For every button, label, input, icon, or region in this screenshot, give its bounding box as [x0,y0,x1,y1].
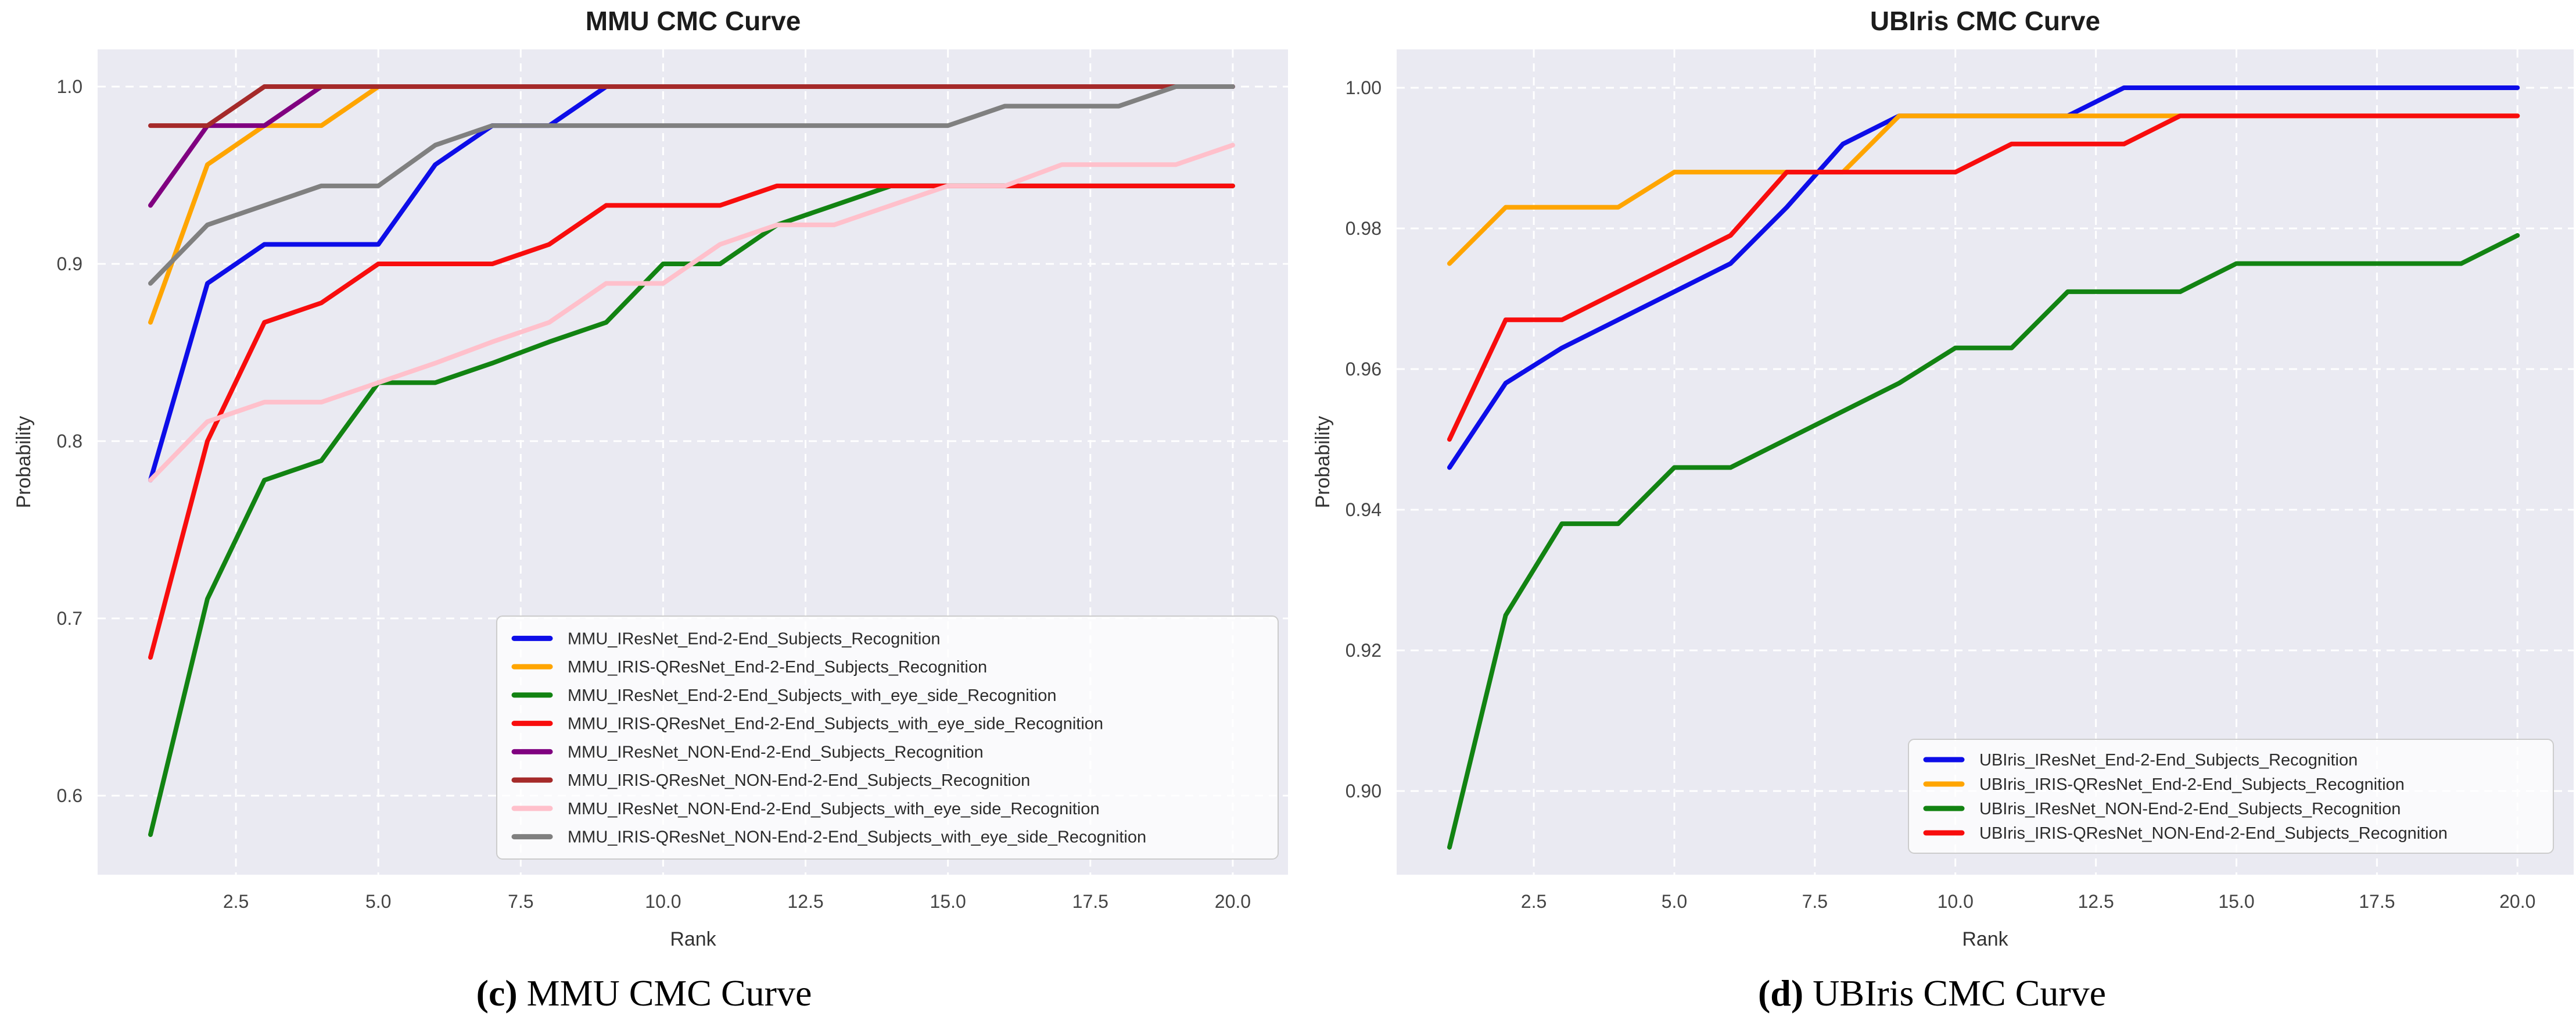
legend-label: MMU_IRIS-QResNet_End-2-End_Subjects_with… [568,715,1103,733]
x-tick-label: 7.5 [1802,891,1828,912]
mmu-figure: 0.6 0.7 0.8 0.9 1.0 2.5 5.0 7.5 10.0 12.5 15.0 17.5… [0,6,1288,1015]
legend-label: MMU_IResNet_End-2-End_Subjects_Recogniti… [568,629,941,648]
x-tick-label: 5.0 [1662,891,1687,912]
y-axis-label: Probability [1312,416,1334,509]
legend-label: MMU_IRIS-QResNet_NON-End-2-End_Subjects_… [568,828,1146,847]
y-tick-label: 0.90 [1346,781,1382,801]
x-tick-label: 15.0 [2218,891,2254,912]
legend-box [496,616,1279,860]
series-line [148,142,1235,483]
chart-title: MMU CMC Curve [586,6,801,36]
x-tick-label: 12.5 [2078,891,2114,912]
legend-label: UBIris_IResNet_NON-End-2-End_Subjects_Re… [1979,800,2401,818]
y-tick-label: 0.9 [57,253,82,274]
series-line [148,183,1235,660]
y-tick-label: 0.98 [1346,218,1382,239]
legend-label: MMU_IResNet_End-2-End_Subjects_with_eye_… [568,686,1056,705]
x-tick-label: 12.5 [787,891,823,912]
mmu-caption-prefix: (c) [476,972,518,1014]
x-tick-label: 10.0 [645,891,681,912]
legend-label: UBIris_IRIS-QResNet_NON-End-2-End_Subjec… [1979,824,2448,843]
y-tick-label: 0.96 [1346,359,1382,380]
x-tick-label: 20.0 [1215,891,1251,912]
legend-label: MMU_IResNet_NON-End-2-End_Subjects_with_… [568,800,1100,818]
x-tick-label: 15.0 [930,891,966,912]
x-tick-label: 2.5 [223,891,249,912]
x-tick-label: 17.5 [2359,891,2395,912]
series-line [1447,233,2520,850]
mmu-caption: (c) MMU CMC Curve [0,972,1288,1015]
legend-box [1908,739,2554,854]
x-tick-label: 7.5 [508,891,533,912]
series-line [148,84,1235,128]
x-axis-label: Rank [1962,928,2008,950]
x-tick-label: 17.5 [1072,891,1108,912]
legend-label: UBIris_IResNet_End-2-End_Subjects_Recogn… [1979,751,2358,770]
y-axis-label: Probability [13,416,35,509]
x-tick-label: 20.0 [2499,891,2535,912]
ubiris-caption-text: UBIris CMC Curve [1803,972,2107,1014]
y-tick-label: 0.6 [57,785,82,806]
legend-label: MMU_IResNet_NON-End-2-End_Subjects_Recog… [568,743,984,761]
x-tick-label: 10.0 [1938,891,1974,912]
x-axis-label: Rank [670,928,716,950]
y-tick-label: 0.94 [1346,499,1382,520]
ubiris-caption: (d) UBIris CMC Curve [1288,972,2576,1015]
y-tick-label: 0.7 [57,608,82,629]
mmu-chart-svg: 0.6 0.7 0.8 0.9 1.0 2.5 5.0 7.5 10.0 12.5 15.0 17.5… [13,6,1288,950]
y-tick-label: 0.8 [57,431,82,452]
chart-title: UBIris CMC Curve [1870,6,2100,36]
x-tick-label: 5.0 [365,891,391,912]
legend-label: MMU_IRIS-QResNet_NON-End-2-End_Subjects_… [568,771,1030,790]
legend-label: UBIris_IRIS-QResNet_End-2-End_Subjects_R… [1979,775,2405,794]
legend-label: MMU_IRIS-QResNet_End-2-End_Subjects_Reco… [568,658,987,677]
mmu-caption-text: MMU CMC Curve [517,972,812,1014]
y-tick-label: 1.00 [1346,77,1382,98]
series-line [1447,113,2520,442]
series-line [148,84,1235,286]
ubiris-chart-svg: 0.90 0.92 0.94 0.96 0.98 1.00 2.5 5.0 7.5 10.0 12.… [1312,6,2574,950]
ubiris-figure: 0.90 0.92 0.94 0.96 0.98 1.00 2.5 5.0 7.5 10.0 12.… [1288,0,2576,1027]
x-tick-label: 2.5 [1521,891,1547,912]
y-tick-label: 1.0 [57,76,82,97]
y-tick-label: 0.92 [1346,640,1382,661]
ubiris-caption-prefix: (d) [1757,972,1804,1014]
